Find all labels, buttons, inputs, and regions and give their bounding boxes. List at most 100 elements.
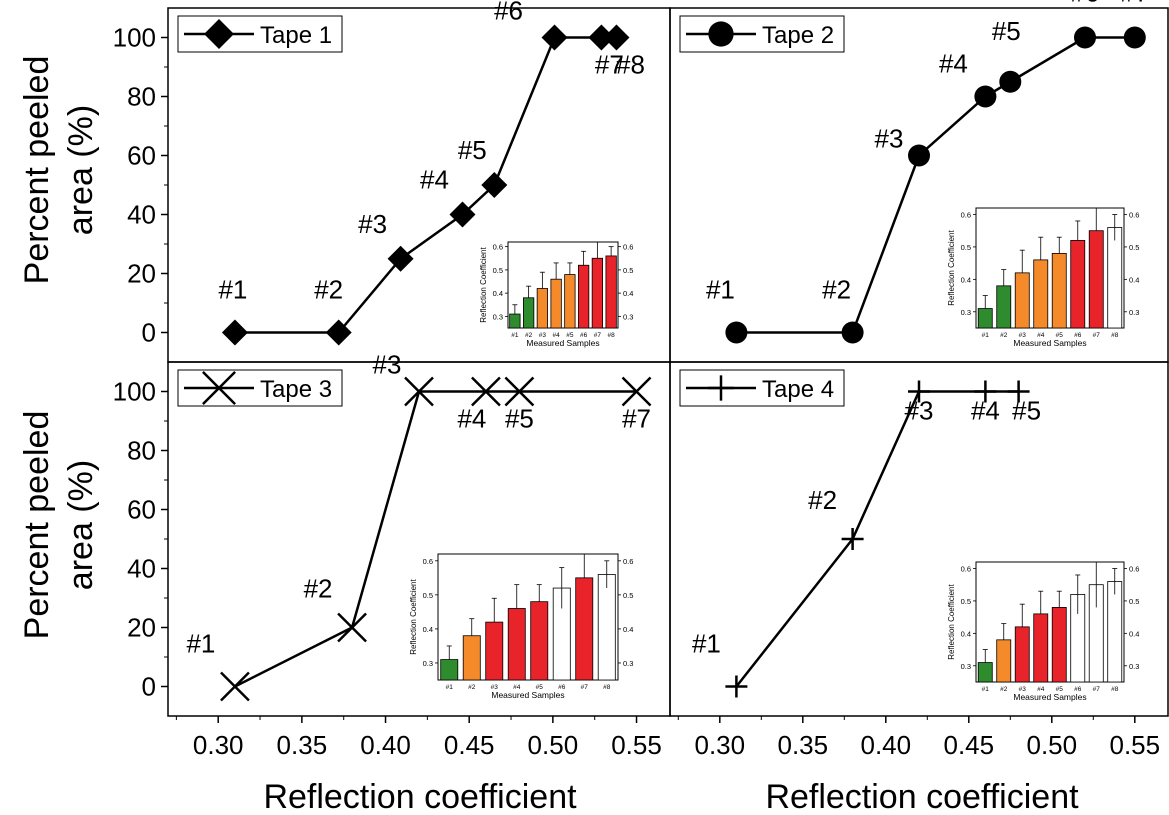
inset-y-label: Reflection Coefficient <box>409 579 418 655</box>
inset-x-tick-label: #2 <box>525 332 533 339</box>
inset-bar <box>485 621 504 681</box>
y-tick-label: 20 <box>127 613 156 643</box>
x-tick-label: 0.55 <box>1109 730 1160 760</box>
point-label: #2 <box>808 485 837 515</box>
legend-marker <box>204 19 234 49</box>
inset-bar <box>550 278 562 329</box>
inset-y-tick-label: 0.5 <box>961 243 971 252</box>
point-label: #7 <box>622 404 651 434</box>
point-label: #1 <box>218 275 247 305</box>
inset-y2-tick-label: 0.3 <box>623 312 633 321</box>
data-point <box>841 321 864 344</box>
inset-bar <box>507 608 526 681</box>
inset-bar <box>605 255 617 329</box>
x-tick-label: 0.30 <box>193 730 244 760</box>
data-point <box>220 671 250 702</box>
inset-bar <box>1088 230 1104 329</box>
data-point <box>725 675 748 698</box>
y-tick-label: 60 <box>127 495 156 525</box>
data-point <box>603 24 630 51</box>
inset-y-tick-label: 0.4 <box>493 289 503 298</box>
inset-y-tick-label: 0.3 <box>423 659 433 668</box>
y-tick-label: 100 <box>113 23 156 53</box>
inset-y-tick-label: 0.3 <box>961 308 971 317</box>
inset-x-tick-label: #8 <box>1111 686 1119 693</box>
inset-chart: 0.3 0.3 0.4 0.4 0.5 0.5 0.6 0.6 #1 #2 #3 #4 #5 #6 #7 #8… <box>479 241 633 348</box>
point-label: #7 <box>1120 0 1149 8</box>
y-tick-label: 40 <box>127 200 156 230</box>
inset-bar <box>1014 272 1030 329</box>
inset-y-tick-label: 0.4 <box>423 625 433 634</box>
inset-bar <box>1033 259 1049 329</box>
x-tick-label: 0.50 <box>528 730 579 760</box>
inset-y-tick-label: 0.5 <box>493 266 503 275</box>
inset-x-tick-label: #5 <box>536 684 544 691</box>
inset-x-tick-label: #6 <box>1074 686 1082 693</box>
y-axis-label-line1-bottom: Percent peeled <box>18 411 56 640</box>
inset-bar <box>1014 626 1030 683</box>
data-point <box>541 24 568 51</box>
inset-y2-tick-label: 0.5 <box>623 266 633 275</box>
inset-bar <box>1107 227 1123 329</box>
axes-text-layer: Percent peeled area (%) Percent peeled a… <box>18 56 1079 815</box>
x-tick-label: 0.35 <box>277 730 328 760</box>
data-point <box>449 201 476 228</box>
point-label: #1 <box>692 629 721 659</box>
inset-x-tick-label: #4 <box>1037 332 1045 339</box>
point-label: #3 <box>875 124 904 154</box>
data-point <box>481 172 508 198</box>
data-point <box>1007 380 1030 403</box>
legend-marker <box>708 21 734 47</box>
inset-bar <box>462 635 481 681</box>
data-point <box>221 319 248 346</box>
inset-x-tick-label: #6 <box>580 332 588 339</box>
inset-x-tick-label: #6 <box>1074 332 1082 339</box>
inset-x-tick-label: #7 <box>1093 332 1101 339</box>
y-axis-label-line2-bottom: area (%) <box>62 460 100 590</box>
inset-x-tick-label: #4 <box>1037 686 1045 693</box>
legend-marker-b <box>202 371 236 405</box>
point-label: #3 <box>358 209 387 239</box>
y-tick-label: 80 <box>127 436 156 466</box>
inset-bar <box>575 577 594 681</box>
legend-marker <box>708 375 734 401</box>
inset-bar <box>564 274 576 329</box>
inset-y2-tick-label: 0.5 <box>623 591 633 600</box>
x-tick-label: 0.40 <box>860 730 911 760</box>
point-label: #5 <box>458 135 487 165</box>
legend-label: Tape 1 <box>260 22 332 49</box>
inset-y-tick-label: 0.6 <box>423 557 433 566</box>
inset-chart: 0.3 0.3 0.4 0.4 0.5 0.5 0.6 0.6 #1 #2 #3 #4 #5 #6 #7 #8… <box>947 561 1139 702</box>
y-tick-label: 20 <box>127 259 156 289</box>
y-tick-label: 100 <box>113 377 156 407</box>
point-label: #6 <box>1071 0 1100 8</box>
inset-x-tick-label: #8 <box>603 684 611 691</box>
point-label: #3 <box>373 350 402 380</box>
inset-x-tick-label: #8 <box>608 332 616 339</box>
x-axis-label-right: Reflection coefficient <box>765 778 1079 815</box>
data-point <box>908 380 930 403</box>
data-point <box>1074 26 1096 49</box>
x-axis-label-left: Reflection coefficient <box>263 778 577 815</box>
data-point <box>387 245 414 272</box>
data-point <box>908 144 930 167</box>
data-point-b <box>471 376 501 407</box>
data-point-b <box>220 671 250 702</box>
point-label: #4 <box>939 49 968 79</box>
series-line <box>234 390 637 688</box>
legend-label: Tape 2 <box>762 22 834 49</box>
y-tick-label: 60 <box>127 141 156 171</box>
inset-x-tick-label: #2 <box>468 684 476 691</box>
inset-x-tick-label: #1 <box>982 686 990 693</box>
inset-y-tick-label: 0.5 <box>423 591 433 600</box>
inset-y2-tick-label: 0.6 <box>1129 564 1139 573</box>
inset-y2-tick-label: 0.6 <box>1129 210 1139 219</box>
legend-marker <box>202 371 236 405</box>
inset-y-tick-label: 0.6 <box>961 210 971 219</box>
inset-x-tick-label: #5 <box>1056 332 1064 339</box>
y-tick-label: 80 <box>127 82 156 112</box>
